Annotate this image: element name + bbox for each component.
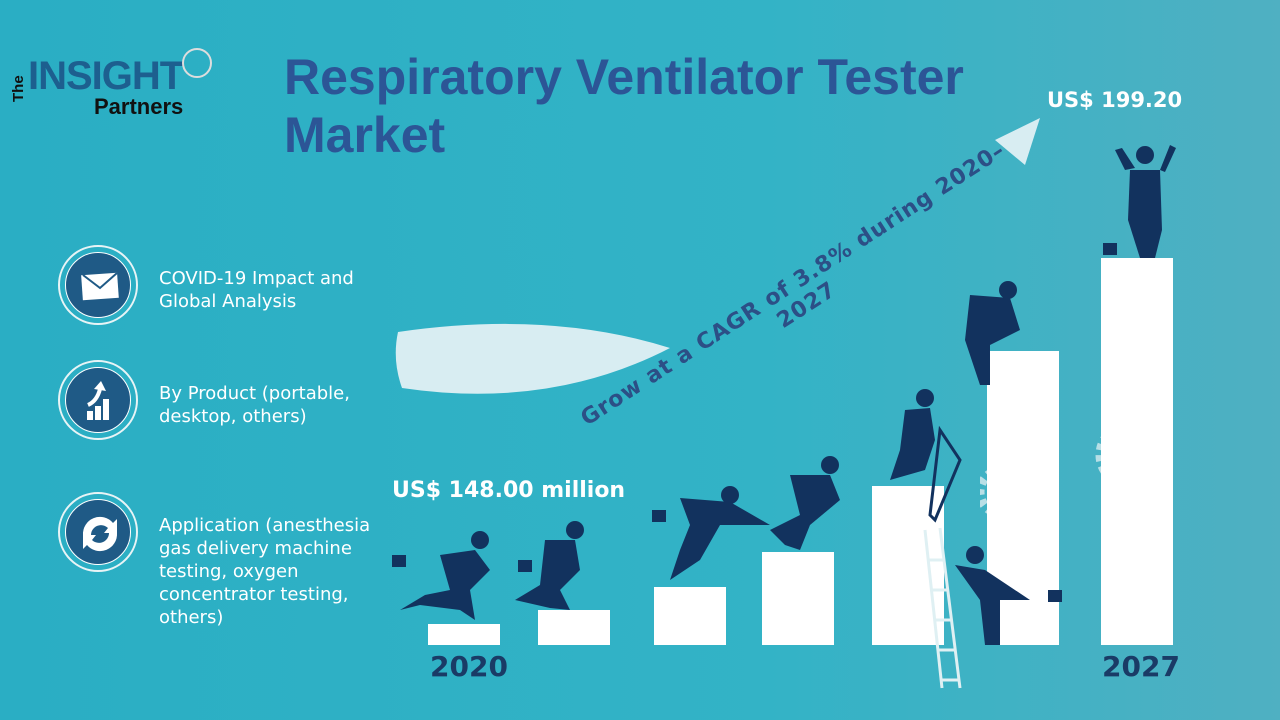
feature-text: By Product (portable, desktop, others) (159, 383, 350, 427)
business-figures-illustration (392, 145, 1176, 689)
growth-chart-icon (87, 381, 109, 420)
logo-insight: INSIGHT (28, 54, 184, 98)
start-year-label: 2020 (430, 650, 508, 683)
end-year-label: 2027 (1102, 650, 1180, 683)
page-title: Respiratory Ventilator Tester Market (284, 49, 964, 163)
runner-figure (515, 521, 584, 610)
feature-item-application: Application (anesthesia gas delivery mac… (58, 492, 378, 628)
winner-figure (1103, 145, 1176, 258)
climber-figure (890, 389, 962, 523)
feature-item-covid: COVID-19 Impact and Global Analysis (58, 245, 378, 325)
feature-item-product: By Product (portable, desktop, others) (58, 360, 378, 440)
growth-bar (428, 624, 500, 645)
growth-bar (762, 552, 834, 645)
logo-the: The (10, 75, 27, 102)
climber-figure (965, 281, 1020, 385)
end-value-label: US$ 199.20 (1047, 88, 1183, 112)
feature-text: COVID-19 Impact and Global Analysis (159, 268, 354, 312)
growth-bar (654, 587, 726, 645)
ladder-icon (923, 527, 962, 689)
growth-bar (872, 486, 944, 645)
logo-ring-icon (182, 48, 212, 78)
feature-text: Application (anesthesia gas delivery mac… (159, 515, 371, 628)
envelope-icon (81, 272, 119, 301)
logo-partners: Partners (94, 94, 184, 119)
runner-figure (652, 486, 770, 580)
cycle-arrows-icon (82, 516, 118, 552)
growth-bar (1101, 258, 1173, 645)
logo: The INSIGHT Partners (6, 48, 216, 122)
runner-figure (770, 456, 840, 550)
worker-figure (955, 546, 1062, 645)
growth-arrow (395, 118, 1040, 394)
start-value-label: US$ 148.00 million (392, 478, 626, 503)
growth-bar (538, 610, 610, 645)
runner-figure (392, 531, 490, 620)
